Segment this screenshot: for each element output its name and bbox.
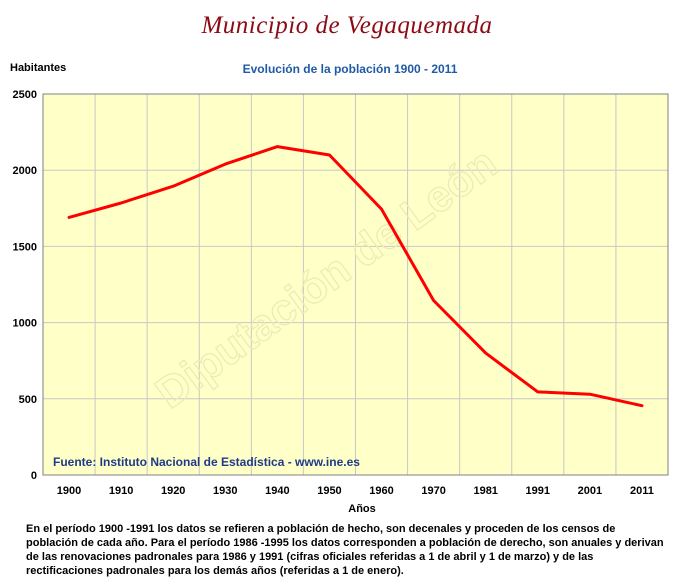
line-chart: Diputación de León 05001000150020002500 … xyxy=(13,89,669,515)
y-tick-label: 1500 xyxy=(13,241,37,253)
x-axis-label: Años xyxy=(348,503,376,515)
page-title: Municipio de Vegaquemada xyxy=(201,12,493,39)
y-tick-label: 1000 xyxy=(13,318,37,330)
plot-border xyxy=(42,93,669,476)
x-tick-label: 1930 xyxy=(213,485,237,497)
x-tick-label: 1960 xyxy=(369,485,393,497)
x-tick-label: 1970 xyxy=(421,485,445,497)
x-tick-label: 1991 xyxy=(526,485,550,497)
y-tick-label: 2000 xyxy=(13,165,37,177)
vertical-gridlines xyxy=(94,94,617,475)
y-tick-label: 500 xyxy=(19,394,37,406)
y-tick-label: 2500 xyxy=(13,89,37,101)
y-tick-label: 0 xyxy=(31,470,37,482)
x-tick-label: 2001 xyxy=(578,485,602,497)
x-tick-label: 1920 xyxy=(161,485,185,497)
y-axis-label: Habitantes xyxy=(10,62,67,74)
x-tick-label: 1900 xyxy=(57,485,81,497)
x-tick-label: 2011 xyxy=(630,485,654,497)
x-tick-label: 1950 xyxy=(317,485,341,497)
source-note: Fuente: Instituto Nacional de Estadístic… xyxy=(53,455,360,469)
y-axis-ticks: 0 500 1000 1500 2000 2500 xyxy=(13,89,37,482)
chart-subtitle: Evolución de la población 1900 - 2011 xyxy=(242,62,458,76)
x-tick-label: 1910 xyxy=(109,485,133,497)
x-tick-label: 1981 xyxy=(473,485,497,497)
footnote: En el período 1900 -1991 los datos se re… xyxy=(26,523,664,577)
horizontal-gridlines xyxy=(43,169,668,400)
x-axis-ticks: 1900 1910 1920 1930 1940 1950 1960 1970 1981 1991… xyxy=(57,485,654,497)
x-tick-label: 1940 xyxy=(265,485,289,497)
series-line xyxy=(67,145,644,408)
